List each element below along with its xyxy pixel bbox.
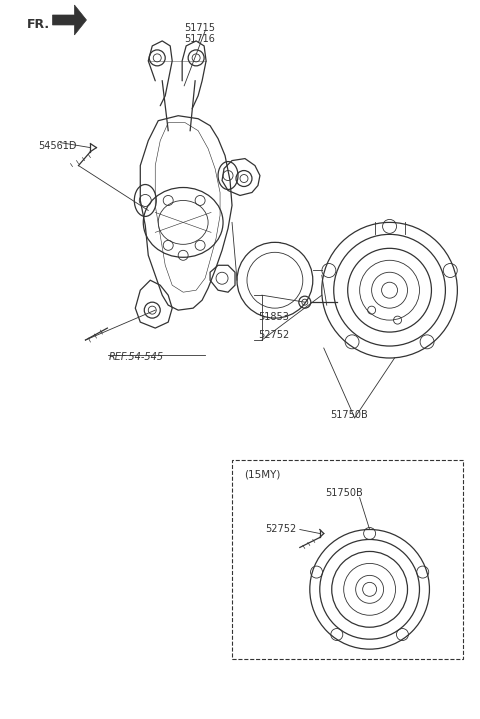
Text: FR.: FR. (26, 19, 50, 32)
Text: REF.54-545: REF.54-545 (108, 352, 164, 362)
Text: 52752: 52752 (265, 523, 296, 533)
Text: 52752: 52752 (258, 330, 289, 340)
Bar (232, 459, 463, 659)
Text: 54561D: 54561D (38, 141, 77, 151)
Text: 51750B: 51750B (330, 410, 368, 420)
Text: 51853: 51853 (258, 312, 289, 322)
Text: (15MY): (15MY) (244, 470, 280, 480)
Text: 51716: 51716 (185, 34, 216, 44)
Polygon shape (52, 5, 86, 35)
Text: 51750B: 51750B (325, 487, 362, 498)
Text: 51715: 51715 (185, 23, 216, 33)
